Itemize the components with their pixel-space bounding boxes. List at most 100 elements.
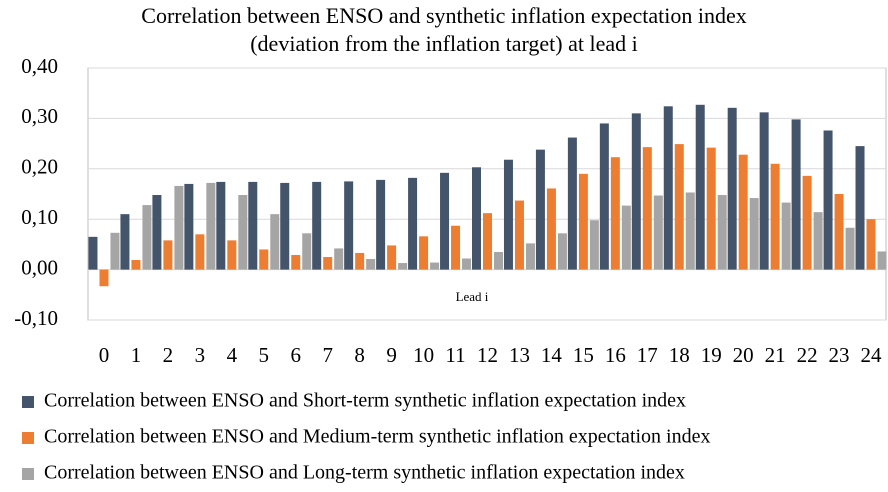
x-tick-label: 16 bbox=[605, 343, 626, 367]
x-tick-label: 11 bbox=[445, 343, 465, 367]
bar bbox=[344, 181, 354, 270]
bar bbox=[110, 232, 120, 270]
bar bbox=[408, 177, 418, 270]
bar bbox=[462, 258, 472, 270]
y-tick-label: 0,10 bbox=[21, 205, 58, 229]
x-tick-label: 12 bbox=[477, 343, 498, 367]
bar bbox=[323, 257, 333, 270]
bar bbox=[717, 195, 727, 270]
y-tick-label: -0,10 bbox=[14, 306, 58, 330]
bar bbox=[142, 205, 152, 270]
bar bbox=[120, 214, 130, 270]
x-tick-label: 21 bbox=[765, 343, 786, 367]
x-tick-label: 3 bbox=[195, 343, 206, 367]
x-tick-label: 4 bbox=[227, 343, 238, 367]
bar bbox=[631, 113, 641, 270]
bar bbox=[238, 195, 248, 270]
bar bbox=[248, 181, 258, 270]
bar bbox=[184, 183, 194, 270]
bar bbox=[642, 147, 652, 270]
bar bbox=[738, 154, 748, 270]
bar bbox=[174, 185, 184, 270]
bar bbox=[823, 130, 833, 270]
bar bbox=[535, 149, 545, 270]
bar bbox=[376, 179, 386, 270]
bar bbox=[163, 240, 173, 270]
bar bbox=[270, 214, 280, 270]
bar bbox=[430, 262, 440, 270]
bar bbox=[727, 107, 737, 270]
chart-title: Correlation between ENSO and synthetic i… bbox=[141, 3, 746, 28]
legend-swatch bbox=[22, 432, 34, 444]
legend-label: Correlation between ENSO and Long-term s… bbox=[44, 462, 685, 484]
x-tick-label: 2 bbox=[163, 343, 174, 367]
y-tick-label: 0,20 bbox=[21, 155, 58, 179]
bar bbox=[472, 167, 481, 270]
bar bbox=[131, 260, 141, 270]
bar bbox=[387, 245, 397, 270]
bar bbox=[355, 252, 365, 270]
x-tick-label: 18 bbox=[669, 343, 690, 367]
bar bbox=[546, 188, 556, 270]
bar bbox=[398, 263, 408, 270]
x-tick-label: 19 bbox=[701, 343, 722, 367]
x-tick-label: 22 bbox=[797, 343, 818, 367]
x-tick-label: 15 bbox=[573, 343, 594, 367]
bar bbox=[866, 219, 876, 270]
bar bbox=[366, 259, 376, 270]
x-tick-label: 5 bbox=[259, 343, 270, 367]
bar bbox=[599, 123, 609, 270]
bar bbox=[578, 173, 588, 270]
x-tick-label: 23 bbox=[829, 343, 850, 367]
x-tick-label: 6 bbox=[290, 343, 301, 367]
y-tick-label: 0,40 bbox=[21, 54, 58, 78]
bar bbox=[621, 205, 631, 270]
bar bbox=[494, 251, 503, 270]
legend-label: Correlation between ENSO and Short-term … bbox=[44, 390, 686, 412]
y-tick-label: 0,30 bbox=[21, 104, 58, 128]
bar bbox=[216, 181, 226, 270]
x-tick-label: 7 bbox=[322, 343, 333, 367]
bar bbox=[440, 172, 450, 270]
bar bbox=[845, 227, 855, 270]
x-tick-label: 8 bbox=[354, 343, 365, 367]
bar bbox=[280, 182, 290, 270]
bar bbox=[259, 249, 269, 270]
bar bbox=[557, 233, 567, 270]
x-tick-label: 0 bbox=[99, 343, 110, 367]
bar bbox=[685, 192, 695, 270]
x-tick-label: 1 bbox=[131, 343, 142, 367]
bar bbox=[334, 248, 344, 270]
x-tick-label: 9 bbox=[386, 343, 397, 367]
bar bbox=[749, 198, 759, 270]
bar bbox=[152, 195, 162, 270]
bar bbox=[206, 182, 216, 270]
bar bbox=[302, 233, 312, 270]
x-axis-title: Lead i bbox=[456, 289, 489, 304]
bar bbox=[589, 220, 599, 270]
x-tick-label: 20 bbox=[733, 343, 754, 367]
x-tick-label: 24 bbox=[861, 343, 883, 367]
x-tick-label: 13 bbox=[509, 343, 530, 367]
bar bbox=[674, 144, 684, 270]
bar bbox=[567, 137, 577, 270]
bar bbox=[88, 236, 98, 270]
bar bbox=[855, 146, 865, 270]
bar bbox=[802, 175, 812, 270]
bar bbox=[419, 236, 429, 270]
bar bbox=[706, 147, 716, 270]
bar bbox=[610, 157, 620, 270]
bar bbox=[813, 212, 823, 270]
bar bbox=[525, 243, 535, 270]
chart-title: (deviation from the inflation target) at… bbox=[250, 31, 638, 56]
bar bbox=[99, 269, 109, 287]
bar bbox=[451, 225, 461, 270]
bar bbox=[695, 104, 705, 270]
y-tick-label: 0,00 bbox=[21, 255, 58, 279]
bar bbox=[291, 254, 301, 270]
x-tick-label: 14 bbox=[541, 343, 563, 367]
legend-label: Correlation between ENSO and Medium-term… bbox=[44, 426, 710, 448]
bar bbox=[834, 194, 844, 270]
bar bbox=[195, 234, 205, 270]
bar bbox=[791, 119, 801, 270]
